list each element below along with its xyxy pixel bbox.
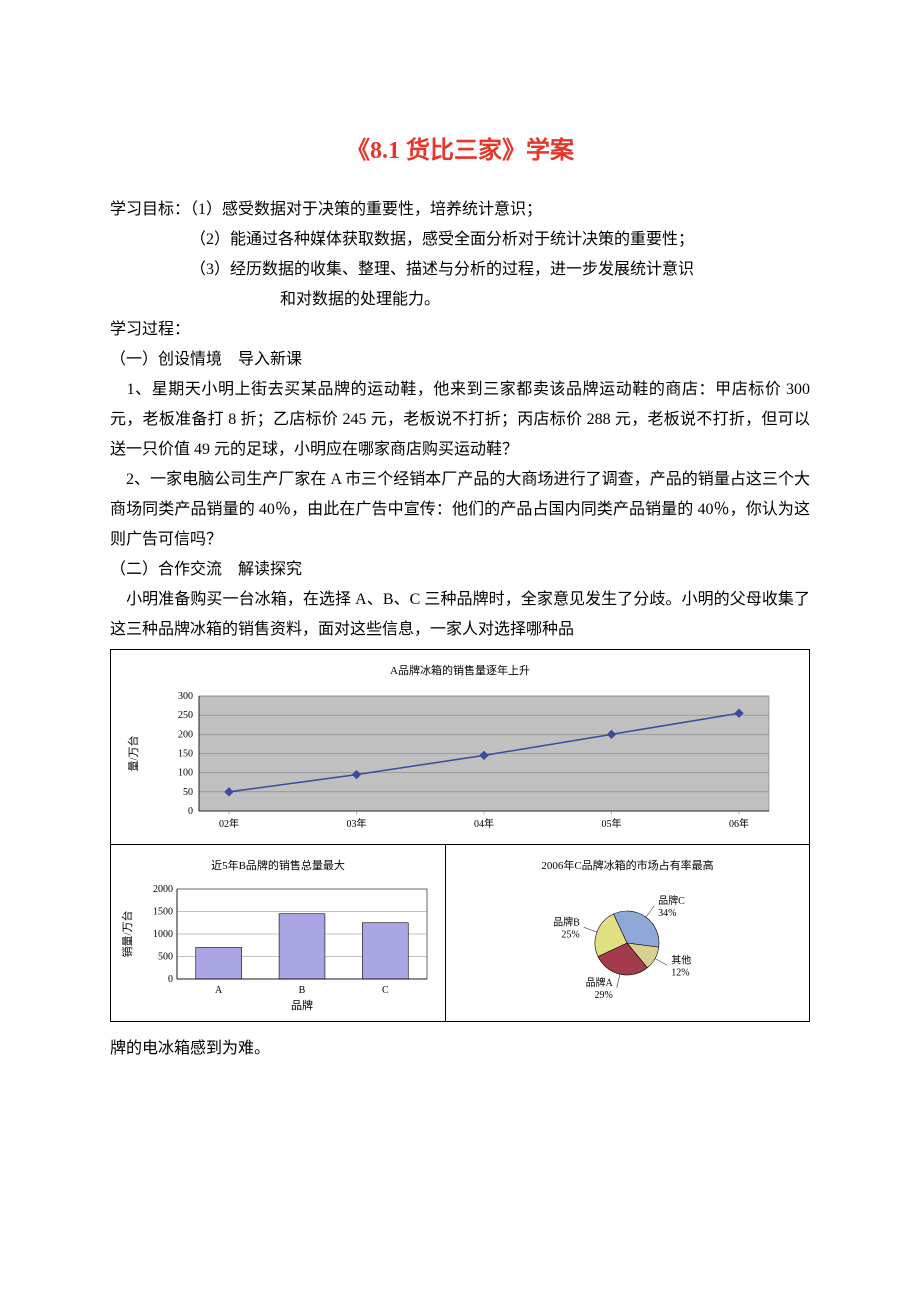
svg-text:其他: 其他 bbox=[671, 953, 691, 966]
svg-text:500: 500 bbox=[158, 952, 173, 963]
pie-chart: 品牌C34% 其他12% 品牌A29% 品牌B25% bbox=[452, 881, 792, 1001]
svg-text:06年: 06年 bbox=[729, 817, 749, 830]
svg-text:300: 300 bbox=[178, 691, 193, 702]
svg-text:销量/万台: 销量/万台 bbox=[120, 910, 134, 957]
pie-chart-panel: 2006年C品牌冰箱的市场占有率最高 品牌C34% 其他12% 品牌A29% 品牌B2… bbox=[446, 845, 809, 1021]
svg-text:04年: 04年 bbox=[474, 817, 494, 830]
pie-chart-title: 2006年C品牌冰箱的市场占有率最高 bbox=[452, 851, 803, 881]
objectives-line-2: （2）能通过各种媒体获取数据，感受全面分析对于统计决策的重要性； bbox=[110, 225, 810, 255]
paragraph-2: 2、一家电脑公司生产厂家在 A 市三个经销本厂产品的大商场进行了调查，产品的销量… bbox=[110, 465, 810, 555]
svg-text:05年: 05年 bbox=[602, 817, 622, 830]
svg-text:250: 250 bbox=[178, 710, 193, 721]
svg-text:0: 0 bbox=[188, 806, 193, 817]
svg-text:1000: 1000 bbox=[153, 929, 173, 940]
svg-text:02年: 02年 bbox=[219, 817, 239, 830]
line-chart: 0 50 100 150 200 250 300 量/万台 02年 03年 04年 05年 06年 bbox=[119, 686, 789, 836]
svg-text:50: 50 bbox=[183, 787, 193, 798]
svg-text:0: 0 bbox=[168, 974, 173, 985]
svg-text:150: 150 bbox=[178, 749, 193, 760]
line-chart-panel: A品牌冰箱的销售量逐年上升 050100150200250300量/万台02年0… bbox=[111, 650, 809, 845]
svg-text:C: C bbox=[382, 985, 389, 996]
body: 学习目标：（1）感受数据对于决策的重要性，培养统计意识； （2）能通过各种媒体获… bbox=[110, 195, 810, 1064]
objectives-line-1: 学习目标：（1）感受数据对于决策的重要性，培养统计意识； bbox=[110, 195, 810, 225]
svg-text:A: A bbox=[215, 985, 223, 996]
charts-container: A品牌冰箱的销售量逐年上升 050100150200250300量/万台02年0… bbox=[110, 649, 810, 1022]
svg-text:12%: 12% bbox=[671, 967, 689, 978]
svg-text:100: 100 bbox=[178, 768, 193, 779]
svg-text:03年: 03年 bbox=[347, 817, 367, 830]
svg-text:品牌A: 品牌A bbox=[586, 976, 614, 989]
process-header: 学习过程： bbox=[110, 315, 810, 345]
section-2-header: （二）合作交流 解读探究 bbox=[110, 555, 810, 585]
svg-text:2000: 2000 bbox=[153, 884, 173, 895]
svg-text:量/万台: 量/万台 bbox=[126, 735, 140, 771]
bar-chart-title: 近5年B品牌的销售总量最大 bbox=[117, 851, 439, 881]
svg-text:29%: 29% bbox=[594, 990, 612, 1001]
bar-chart-panel: 近5年B品牌的销售总量最大 0 500 1000 1500 2000 销量/万台 A B C 品牌 bbox=[111, 845, 446, 1021]
svg-text:B: B bbox=[299, 985, 306, 996]
paragraph-3: 小明准备购买一台冰箱，在选择 A、B、C 三种品牌时，全家意见发生了分歧。小明的… bbox=[110, 585, 810, 645]
svg-text:品牌B: 品牌B bbox=[553, 915, 580, 928]
paragraph-1: 1、星期天小明上街去买某品牌的运动鞋，他来到三家都卖该品牌运动鞋的商店：甲店标价… bbox=[110, 375, 810, 465]
line-chart-title: A品牌冰箱的销售量逐年上升 bbox=[119, 656, 801, 686]
objectives-line-3b: 和对数据的处理能力。 bbox=[110, 285, 810, 315]
svg-text:品牌: 品牌 bbox=[291, 998, 313, 1011]
svg-text:200: 200 bbox=[178, 729, 193, 740]
section-1-header: （一）创设情境 导入新课 bbox=[110, 345, 810, 375]
objectives-line-3a: （3）经历数据的收集、整理、描述与分析的过程，进一步发展统计意识 bbox=[110, 255, 810, 285]
svg-text:25%: 25% bbox=[561, 929, 579, 940]
bar-chart: 0 500 1000 1500 2000 销量/万台 A B C 品牌 bbox=[117, 881, 437, 1011]
page-title: 《8.1 货比三家》学案 bbox=[110, 130, 810, 165]
svg-text:34%: 34% bbox=[658, 908, 676, 919]
paragraph-4: 牌的电冰箱感到为难。 bbox=[110, 1034, 810, 1064]
svg-text:1500: 1500 bbox=[153, 907, 173, 918]
svg-text:品牌C: 品牌C bbox=[658, 894, 685, 907]
